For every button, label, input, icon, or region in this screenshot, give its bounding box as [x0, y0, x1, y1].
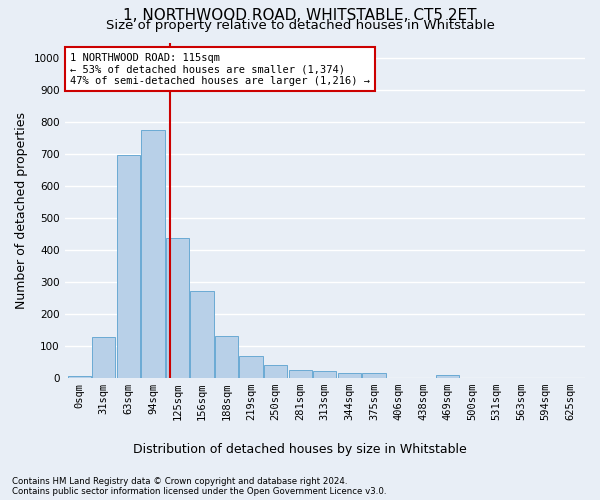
Text: Size of property relative to detached houses in Whitstable: Size of property relative to detached ho…	[106, 19, 494, 32]
Bar	[68, 376, 91, 378]
Bar	[190, 291, 214, 378]
Text: 1, NORTHWOOD ROAD, WHITSTABLE, CT5 2ET: 1, NORTHWOOD ROAD, WHITSTABLE, CT5 2ET	[123, 8, 477, 22]
Bar	[313, 370, 337, 378]
Bar	[264, 365, 287, 378]
Text: Contains public sector information licensed under the Open Government Licence v3: Contains public sector information licen…	[12, 488, 386, 496]
Bar	[117, 155, 140, 378]
Text: Distribution of detached houses by size in Whitstable: Distribution of detached houses by size …	[133, 442, 467, 456]
Y-axis label: Number of detached properties: Number of detached properties	[15, 112, 28, 308]
Bar	[239, 356, 263, 378]
Bar	[362, 374, 386, 378]
Text: 1 NORTHWOOD ROAD: 115sqm
← 53% of detached houses are smaller (1,374)
47% of sem: 1 NORTHWOOD ROAD: 115sqm ← 53% of detach…	[70, 52, 370, 86]
Bar	[289, 370, 312, 378]
Bar	[338, 374, 361, 378]
Bar	[436, 375, 459, 378]
Bar	[166, 238, 189, 378]
Bar	[141, 130, 164, 378]
Text: Contains HM Land Registry data © Crown copyright and database right 2024.: Contains HM Land Registry data © Crown c…	[12, 478, 347, 486]
Bar	[215, 336, 238, 378]
Bar	[92, 337, 115, 378]
